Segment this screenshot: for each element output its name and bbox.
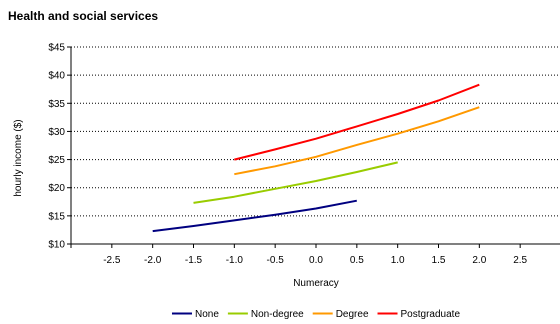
x-tick-label: -1.0 [226, 255, 244, 266]
y-tick-label: $35 [48, 99, 65, 110]
grid-layer [71, 46, 560, 217]
x-tick-label: 2.5 [513, 255, 527, 266]
x-tick-label: 1.0 [391, 255, 405, 266]
series-layer [152, 83, 480, 233]
legend-label-degree: Degree [336, 309, 369, 320]
y-axis-title: hourly income ($) [13, 119, 24, 196]
x-tick-label: 1.5 [432, 255, 446, 266]
chart-title: Health and social services [8, 9, 159, 23]
x-tick-label: -2.5 [103, 255, 121, 266]
x-tick-label: 0.0 [309, 255, 323, 266]
y-tick-label: $10 [48, 240, 65, 251]
x-tick-label: 0.5 [350, 255, 364, 266]
legend-label-none: None [195, 309, 219, 320]
y-tick-label: $15 [48, 211, 65, 222]
y-tick-label: $20 [48, 183, 65, 194]
y-tick-label: $45 [48, 43, 65, 54]
x-tick-label: 2.0 [472, 255, 486, 266]
series-line-none [152, 199, 357, 233]
x-tick-label: -0.5 [267, 255, 285, 266]
x-tick-label: -1.5 [185, 255, 203, 266]
legend-label-non-degree: Non-degree [251, 309, 304, 320]
y-tick-label: $40 [48, 71, 65, 82]
axes-layer: $10 $15 $20 $25 $30 $35 $40 $45 -2.5 -2.0 -1.5 -1.0… [48, 43, 560, 266]
series-line-degree [234, 106, 480, 176]
series-line-postgraduate [234, 83, 480, 161]
x-axis-title: Numeracy [293, 278, 339, 289]
legend-label-postgraduate: Postgraduate [401, 309, 461, 320]
x-tick-label: -2.0 [144, 255, 162, 266]
legend: None Non-degree Degree Postgraduate [171, 309, 461, 320]
y-tick-label: $25 [48, 155, 65, 166]
y-tick-label: $30 [48, 127, 65, 138]
series-line-non-degree [193, 161, 398, 204]
